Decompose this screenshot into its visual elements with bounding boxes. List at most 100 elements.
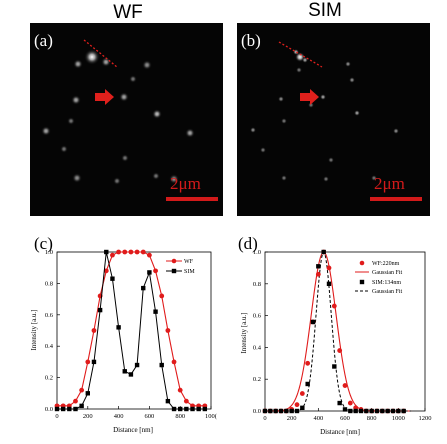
sim-data-point	[54, 406, 60, 412]
fluorescent-spot	[281, 118, 287, 124]
panel-label-d: (d)	[238, 234, 258, 253]
wf-data-point	[140, 249, 146, 255]
legend-marker-wf	[171, 258, 177, 264]
sim-data-point	[289, 408, 294, 414]
scale-bar-label: 2μm	[374, 174, 405, 193]
title-wf: WF	[113, 2, 143, 23]
sim-data-point	[310, 319, 316, 325]
scale-bar	[370, 197, 422, 201]
fluorescent-spot	[119, 92, 129, 102]
sim-series-line	[57, 251, 205, 410]
sim-data-point	[202, 406, 208, 412]
wf-data-point	[110, 252, 115, 258]
title-sim: SIM	[308, 0, 342, 21]
wf-data-point	[147, 252, 152, 258]
sim-data-point	[348, 408, 353, 414]
sim-data-point	[396, 408, 401, 414]
sim-data-point	[353, 408, 358, 414]
sim-data-point	[110, 276, 115, 281]
x-tick-label: 400	[114, 413, 124, 420]
wf-data-point	[85, 359, 91, 365]
panel-label-c: (c)	[34, 234, 53, 253]
fluorescent-spot	[101, 57, 111, 67]
sim-data-point	[134, 362, 140, 368]
fluorescent-spot	[152, 172, 160, 180]
sim-data-point	[385, 408, 390, 414]
wf-data-point	[347, 400, 353, 406]
wf-data-point	[315, 271, 321, 277]
x-tick-label: 1200	[419, 415, 432, 422]
fluorescent-spot	[129, 75, 137, 83]
x-tick-label: 0	[263, 415, 266, 422]
wf-data-point	[177, 387, 183, 393]
sim-data-point	[364, 408, 369, 414]
sim-data-point	[122, 369, 127, 374]
sim-data-point	[60, 406, 66, 412]
sim-data-point	[91, 359, 97, 365]
wf-series-line	[57, 251, 205, 407]
x-tick-label: 400	[313, 415, 323, 422]
scale-bar-label: 2μm	[170, 174, 201, 193]
line-profile-marker	[83, 39, 118, 68]
sim-data-point	[85, 391, 90, 396]
wf-data-point	[73, 398, 78, 404]
wf-data-point	[153, 268, 158, 274]
fluorescent-spot	[320, 94, 326, 100]
legend-label-sim-fit: Gaussian Fit	[372, 289, 403, 295]
x-tick-label: 100(	[205, 413, 217, 420]
x-tick-label: 800	[175, 413, 185, 420]
wf-data-point	[91, 328, 97, 333]
legend-label-sim: SIM	[184, 269, 195, 275]
sim-data-point	[284, 408, 289, 414]
fluorescent-spot	[328, 157, 334, 163]
sim-fluorescent-spots	[250, 49, 399, 182]
x-tick-label: 0	[55, 413, 58, 420]
x-axis-title: Distance [nm]	[113, 426, 153, 434]
y-tick-label: 0.8	[253, 281, 261, 288]
wf-data-point	[103, 268, 109, 274]
sim-data-point	[73, 406, 78, 412]
y-tick-label: 0.4	[45, 343, 54, 350]
y-tick-label: 0.2	[253, 376, 261, 383]
y-tick-label: 0.0	[45, 406, 53, 413]
wf-data-point	[331, 303, 337, 309]
wf-data-point	[171, 359, 177, 365]
sim-data-point	[104, 249, 109, 255]
scale-bar	[166, 197, 218, 201]
wf-data-point	[326, 265, 332, 271]
fluorescent-spot	[113, 177, 121, 185]
image-panel-b: (b) 2μm	[237, 23, 430, 216]
sim-data-point	[300, 405, 305, 411]
wf-fluorescent-spots	[41, 49, 195, 185]
sim-data-point	[316, 264, 321, 269]
chart-d: 0 200 400 600 800 1000 12000.00.20.40.60.81.0 …	[238, 234, 432, 436]
fluorescent-spot	[393, 128, 399, 134]
fluorescent-spot	[293, 49, 299, 55]
sim-data-point	[67, 406, 72, 412]
wf-data-point	[159, 293, 165, 299]
sim-data-point	[273, 408, 278, 414]
fluorescent-spot	[185, 128, 195, 138]
sim-data-point	[278, 408, 284, 414]
legend-marker-sim	[359, 279, 365, 285]
sim-data-point	[374, 408, 380, 414]
fluorescent-spot	[71, 95, 81, 105]
sim-data-point	[147, 270, 152, 275]
plot-frame	[56, 251, 212, 410]
sim-data-point	[390, 408, 396, 414]
sim-data-point	[326, 281, 332, 286]
fluorescent-spot	[169, 174, 179, 184]
x-tick-label: 800	[367, 415, 377, 422]
fluorescent-spot	[41, 126, 51, 136]
fluorescent-spot	[121, 154, 129, 162]
x-tick-label: 600	[340, 415, 350, 422]
wf-data-point	[305, 360, 311, 366]
sim-data-point	[116, 325, 121, 330]
sim-data-point	[268, 408, 273, 414]
y-tick-label: 0.4	[253, 344, 262, 351]
wf-data-point	[299, 391, 305, 396]
fluorescent-spot	[323, 176, 329, 182]
fluorescent-spot	[72, 173, 82, 183]
fluorescent-spot	[278, 96, 284, 102]
wf-data-point	[294, 402, 300, 408]
